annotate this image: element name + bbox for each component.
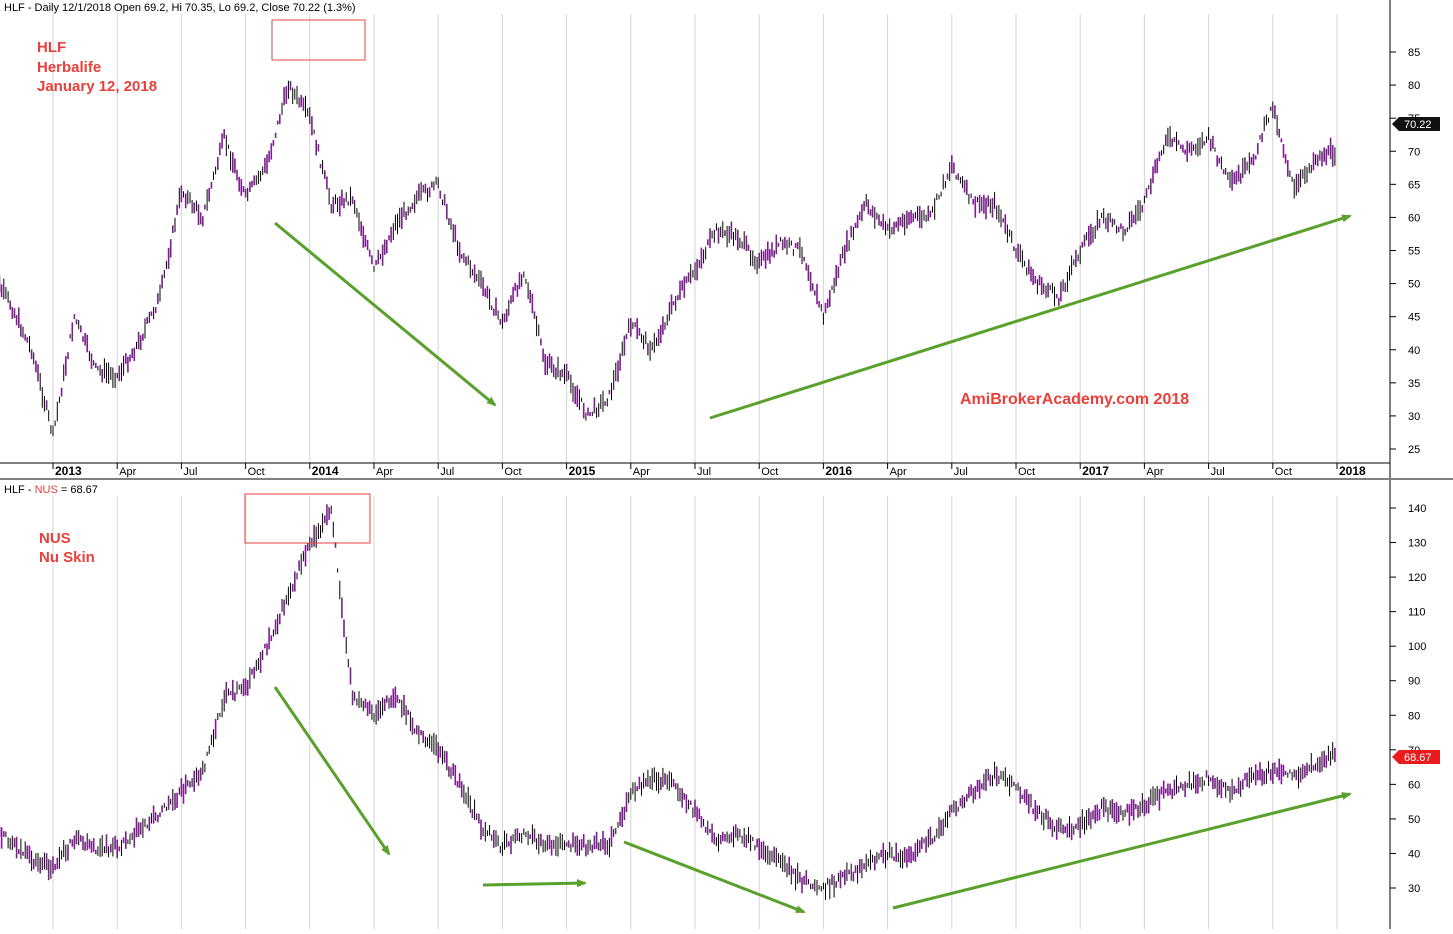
nus-last-price-label: 68.67: [1404, 752, 1432, 764]
x-tick-label: Apr: [1146, 466, 1163, 478]
top-panel-y-ticks: 25303540455055606570758085: [1390, 47, 1420, 456]
nus-y-tick-label: 90: [1408, 676, 1420, 688]
nus-y-tick-label: 110: [1408, 607, 1426, 619]
x-axis-labels: 2013 Apr Jul Oct 2014 Apr Jul Oct 2015 Apr Jul Oct 2…: [52, 463, 1366, 478]
x-tick-label: Oct: [1275, 466, 1292, 478]
hlf-y-tick-label: 65: [1408, 179, 1420, 191]
watermark: AmiBrokerAcademy.com 2018: [960, 391, 1189, 408]
hlf-company-label: Herbalife: [37, 59, 101, 76]
x-tick-label: 2017: [1082, 464, 1109, 478]
hlf-y-tick-label: 60: [1408, 212, 1420, 224]
nus-y-tick-label: 30: [1408, 883, 1420, 895]
nus-y-tick-label: 80: [1408, 710, 1420, 722]
nus-price-series: [0, 504, 1336, 900]
x-tick-label: Jul: [954, 466, 968, 478]
x-tick-label: Oct: [1018, 466, 1035, 478]
hlf-last-price-badge: 70.22: [1392, 117, 1440, 131]
nus-y-tick-label: 40: [1408, 848, 1420, 860]
hlf-peak-highlight-box: [271, 19, 366, 61]
x-tick-label: Apr: [119, 466, 136, 478]
hlf-y-tick-label: 35: [1408, 378, 1420, 390]
x-tick-label: Oct: [761, 466, 778, 478]
nus-y-tick-label: 140: [1408, 503, 1426, 515]
nus-downtrend-arrow-2: [623, 840, 806, 914]
bottom-panel-header: HLF - NUS = 68.67: [4, 484, 98, 496]
hlf-uptrend-arrow: [709, 214, 1352, 420]
hlf-y-tick-label: 70: [1408, 146, 1420, 158]
nus-uptrend-arrow: [892, 792, 1352, 910]
hlf-y-tick-label: 50: [1408, 279, 1420, 291]
x-tick-label: 2018: [1339, 464, 1366, 478]
nus-y-tick-label: 50: [1408, 814, 1420, 826]
x-tick-label: Jul: [697, 466, 711, 478]
nus-y-tick-label: 120: [1408, 572, 1426, 584]
hlf-downtrend-arrow: [274, 221, 497, 407]
hlf-date-label: January 12, 2018: [37, 78, 157, 95]
x-tick-label: Jul: [1211, 466, 1225, 478]
nus-y-tick-label: 100: [1408, 641, 1426, 653]
top-panel-header: HLF - Daily 12/1/2018 Open 69.2, Hi 70.3…: [4, 2, 356, 14]
hlf-y-tick-label: 30: [1408, 411, 1420, 423]
nus-company-label: Nu Skin: [39, 549, 95, 566]
hlf-y-tick-label: 80: [1408, 80, 1420, 92]
x-tick-label: 2014: [312, 464, 339, 478]
x-tick-label: 2016: [825, 464, 852, 478]
hlf-price-series: [0, 80, 1336, 437]
nus-y-tick-label: 60: [1408, 779, 1420, 791]
hlf-last-price-label: 70.22: [1404, 119, 1432, 131]
nus-y-tick-label: 130: [1408, 538, 1426, 550]
x-tick-label: Jul: [440, 466, 454, 478]
nus-sideways-arrow: [482, 879, 587, 888]
top-panel-grid: [52, 14, 1338, 463]
hlf-y-tick-label: 55: [1408, 246, 1420, 258]
hlf-y-tick-label: 45: [1408, 312, 1420, 324]
x-tick-label: Jul: [183, 466, 197, 478]
hlf-y-tick-label: 40: [1408, 345, 1420, 357]
x-tick-label: 2015: [569, 464, 596, 478]
x-tick-label: Apr: [890, 466, 907, 478]
bottom-panel-grid: [52, 496, 1338, 929]
x-tick-label: Apr: [633, 466, 650, 478]
hlf-y-tick-label: 85: [1408, 47, 1420, 59]
hlf-y-tick-label: 25: [1408, 444, 1420, 456]
nus-ticker-label: NUS: [39, 530, 71, 547]
x-tick-label: 2013: [55, 464, 82, 478]
x-tick-label: Oct: [504, 466, 521, 478]
hlf-ticker-label: HLF: [37, 39, 66, 56]
x-tick-label: Apr: [376, 466, 393, 478]
nus-downtrend-arrow-1: [273, 686, 391, 856]
nus-last-price-badge: 68.67: [1392, 750, 1440, 764]
x-tick-label: Oct: [248, 466, 265, 478]
nus-peak-highlight-box: [244, 493, 371, 544]
